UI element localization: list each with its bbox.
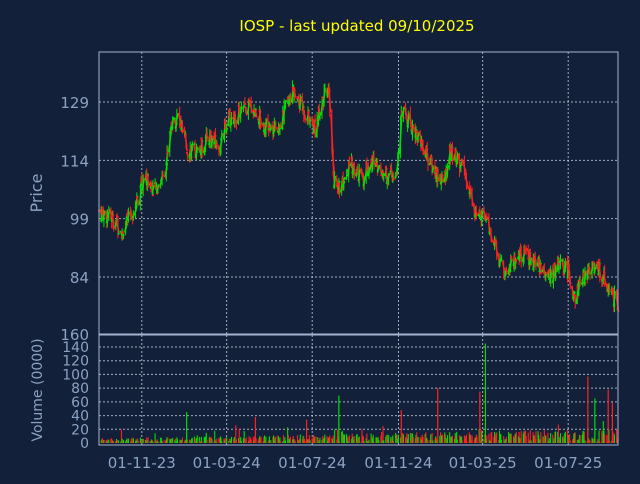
price-bar-body: [422, 143, 424, 155]
volume-panel-frame: [99, 335, 618, 445]
price-bar-body: [395, 175, 397, 178]
price-bar-body: [162, 175, 164, 176]
price-bar-body: [123, 235, 125, 236]
price-bar-body: [247, 102, 249, 113]
price-bar-body: [410, 113, 412, 125]
price-tick-label: 129: [60, 94, 89, 112]
price-bar-body: [260, 123, 262, 124]
price-bar-body: [245, 109, 247, 115]
price-bar-body: [417, 133, 419, 140]
price-bar-body: [471, 191, 473, 206]
price-panel-frame: [99, 52, 618, 334]
price-bar-body: [205, 138, 207, 150]
price-bar-body: [574, 292, 576, 293]
price-bar-body: [172, 117, 174, 130]
volume-tick-label: 80: [71, 381, 89, 397]
volume-tick-label: 60: [71, 395, 89, 411]
price-bar-body: [520, 249, 522, 262]
price-bar-body: [139, 189, 141, 205]
price-bar-body: [160, 182, 162, 185]
price-bar-body: [157, 185, 159, 192]
price-bar-body: [294, 96, 296, 97]
price-bar-body: [132, 214, 134, 218]
price-grid: [99, 52, 618, 334]
volume-tick-label: 0: [80, 436, 89, 452]
price-bar-body: [456, 154, 458, 163]
price-bar-body: [496, 243, 498, 257]
price-bar-body: [461, 160, 463, 161]
x-tick-label: 01-07-25: [534, 454, 602, 472]
price-bar-body: [412, 126, 414, 127]
price-bars: [98, 80, 619, 313]
x-tick-label: 01-03-24: [193, 454, 261, 472]
x-tick-label: 01-11-23: [108, 454, 176, 472]
price-bar-body: [250, 101, 252, 112]
price-bar-body: [501, 259, 503, 260]
volume-bars: [99, 344, 618, 443]
volume-tick-label: 40: [71, 409, 89, 425]
price-bar-body: [321, 99, 323, 115]
x-tick-label: 01-03-25: [449, 454, 517, 472]
price-bar-body: [186, 147, 188, 151]
price-bar-body: [388, 173, 390, 180]
price-bar-body: [560, 259, 562, 263]
volume-grid: [99, 335, 618, 445]
price-bar-body: [599, 263, 601, 278]
price-bar-body: [331, 114, 333, 151]
volume-axis-title: Volume (0000): [30, 338, 46, 441]
price-bar-body: [510, 257, 512, 258]
volume-tick-label: 140: [62, 340, 89, 356]
price-bar-body: [405, 111, 407, 117]
price-tick-label: 99: [70, 211, 89, 229]
chart-title: IOSP - last updated 09/10/2025: [239, 17, 474, 35]
price-bar-body: [275, 126, 277, 130]
price-bar-body: [329, 90, 331, 113]
x-tick-label: 01-11-24: [364, 454, 432, 472]
price-bar-body: [118, 234, 120, 235]
volume-tick-label: 20: [71, 422, 89, 438]
price-bar-body: [407, 115, 409, 127]
volume-tick-label: 120: [62, 354, 89, 370]
price-bar-body: [402, 107, 404, 116]
x-axis-labels: 01-11-23 01-03-24 01-07-24 01-11-24 01-03-25…: [108, 454, 603, 472]
price-bar-body: [186, 152, 188, 156]
price-tick-label: 84: [70, 269, 89, 287]
price-bar-body: [169, 133, 171, 151]
price-bar-body: [416, 131, 418, 132]
volume-tick-label: 100: [62, 367, 89, 383]
price-tick-label: 114: [60, 152, 89, 170]
price-axis-title: Price: [27, 173, 46, 212]
x-tick-label: 01-07-24: [278, 454, 346, 472]
price-bar-body: [405, 106, 407, 110]
price-bar-body: [265, 119, 267, 134]
